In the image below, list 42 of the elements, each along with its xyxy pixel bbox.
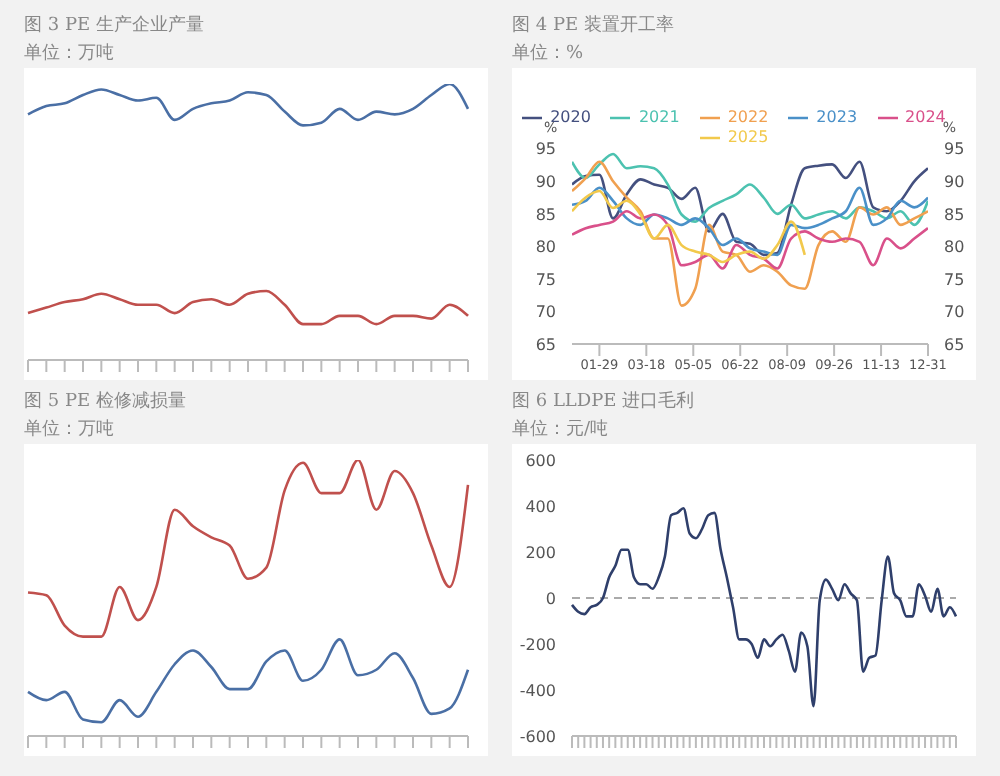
y-tick-label: 75 bbox=[535, 270, 556, 289]
line-series bbox=[572, 209, 928, 270]
y-tick-label: 65 bbox=[535, 335, 556, 354]
chart-subtitle: 单位：万吨 bbox=[24, 417, 116, 444]
line-series bbox=[570, 507, 958, 708]
line-series bbox=[572, 160, 928, 307]
line-series bbox=[572, 186, 928, 257]
line-series bbox=[572, 160, 928, 257]
y-tick-label: 400 bbox=[525, 497, 556, 516]
line-series bbox=[572, 152, 928, 227]
y-tick-label: 80 bbox=[535, 238, 556, 257]
chart-title: 图 4 PE 装置开工率 bbox=[512, 13, 676, 40]
y-tick-label: 70 bbox=[535, 303, 556, 322]
y-tick-label: -400 bbox=[519, 681, 556, 700]
y2-tick-label: 85 bbox=[944, 205, 965, 224]
y-tick-label: 200 bbox=[525, 543, 556, 562]
y-tick-label: 90 bbox=[535, 172, 556, 191]
y-tick-label: -200 bbox=[519, 635, 556, 654]
chart-subtitle: 单位：元/吨 bbox=[512, 417, 611, 444]
legend-label: 2020 bbox=[550, 108, 591, 127]
y2-tick-label: 75 bbox=[944, 270, 965, 289]
y-tick-label: 600 bbox=[525, 451, 556, 470]
legend-label: 2025 bbox=[727, 128, 769, 147]
chart-title: 图 6 LLDPE 进口毛利 bbox=[512, 389, 697, 416]
y-tick-label: 85 bbox=[535, 205, 556, 224]
chart-subtitle: 单位：% bbox=[512, 41, 586, 68]
chart-subtitle: 单位：万吨 bbox=[24, 41, 116, 68]
y-tick-label: 0 bbox=[545, 589, 556, 608]
chart-title: 图 3 PE 生产企业产量 bbox=[24, 13, 206, 40]
chart-title: 图 5 PE 检修减损量 bbox=[24, 389, 188, 416]
y2-tick-label: 90 bbox=[944, 172, 965, 191]
legend-label: 2021 bbox=[638, 108, 680, 127]
y2-tick-label: 80 bbox=[944, 238, 965, 257]
y2-tick-label: 95 bbox=[944, 140, 965, 159]
legend-label: 2024 bbox=[905, 108, 946, 127]
legend-label: 2023 bbox=[816, 108, 858, 127]
y-tick-label: -600 bbox=[519, 727, 556, 746]
line-series bbox=[572, 189, 807, 264]
y2-tick-label: 70 bbox=[944, 303, 965, 322]
y2-tick-label: 65 bbox=[944, 335, 965, 354]
y-tick-label: 95 bbox=[535, 140, 556, 159]
legend-label: 2022 bbox=[727, 108, 769, 127]
